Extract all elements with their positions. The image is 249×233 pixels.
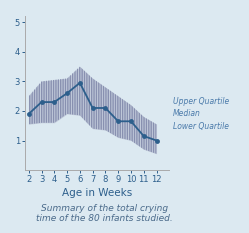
Text: Upper Quartile: Upper Quartile: [173, 97, 229, 106]
Text: Summary of the total crying
time of the 80 infants studied.: Summary of the total crying time of the …: [36, 204, 173, 223]
Text: Lower Quartile: Lower Quartile: [173, 123, 229, 131]
X-axis label: Age in Weeks: Age in Weeks: [62, 188, 132, 198]
Text: Median: Median: [173, 109, 201, 117]
